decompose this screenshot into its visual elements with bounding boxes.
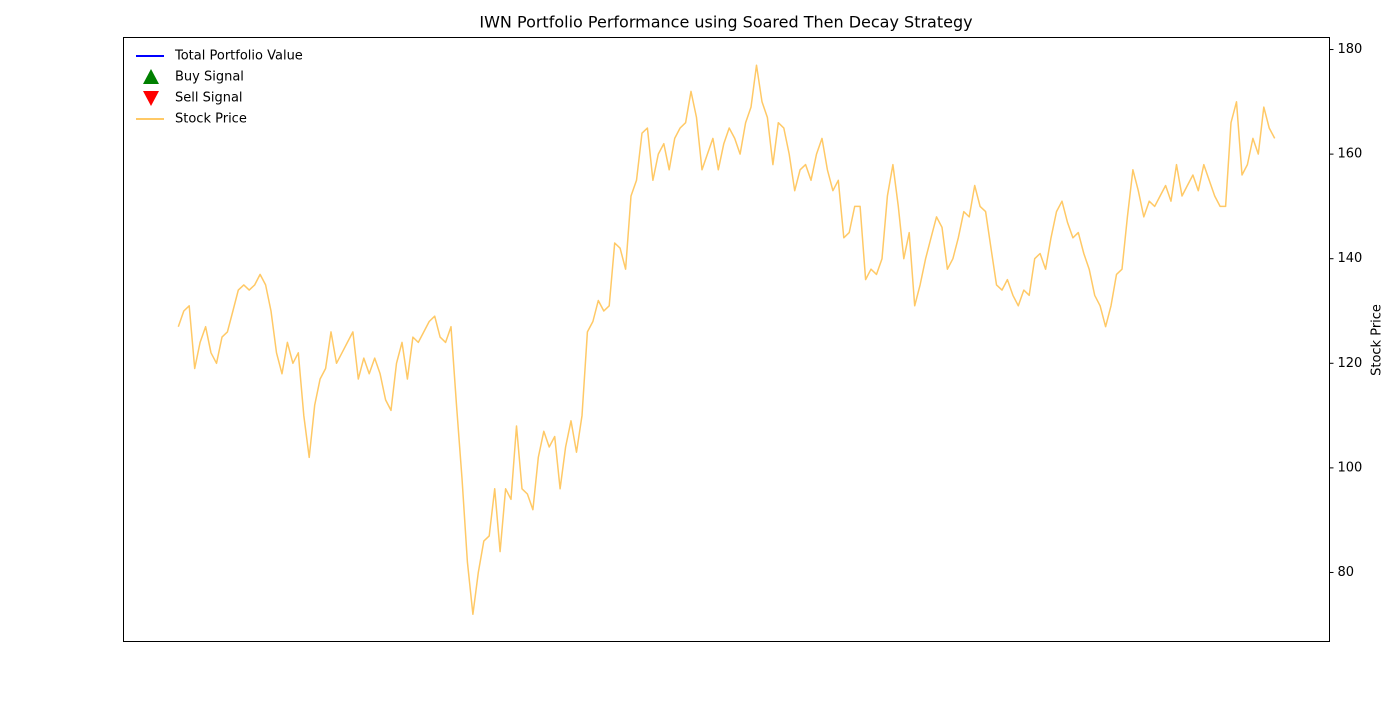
legend-marker <box>143 91 159 106</box>
legend-label: Total Portfolio Value <box>174 49 303 64</box>
legend-label: Buy Signal <box>175 70 244 85</box>
y2-tick-label: 120 <box>1338 356 1363 371</box>
y2-tick-label: 160 <box>1338 147 1363 162</box>
legend-label: Sell Signal <box>175 91 243 106</box>
chart-title: IWN Portfolio Performance using Soared T… <box>479 13 972 32</box>
y2-axis-label: Stock Price <box>1370 304 1385 376</box>
y2-tick-label: 180 <box>1338 42 1363 57</box>
y2-tick-label: 140 <box>1338 251 1363 266</box>
legend-marker <box>143 69 159 84</box>
legend-label: Stock Price <box>175 112 247 127</box>
y2-tick-label: 100 <box>1338 460 1363 475</box>
plot-frame <box>123 37 1330 642</box>
y2-tick-label: 80 <box>1338 565 1355 580</box>
price-line <box>177 64 1276 616</box>
